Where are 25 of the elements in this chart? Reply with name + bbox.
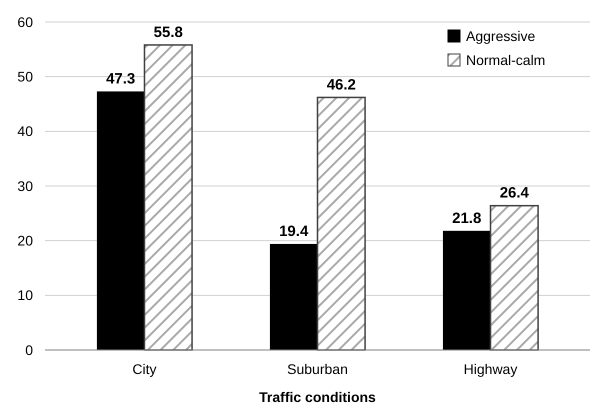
data-label: 47.3: [106, 70, 136, 88]
bar: [316, 96, 366, 351]
x-tick-label: City: [132, 361, 157, 377]
y-tick-label: 10: [17, 287, 34, 304]
y-tick-label: 30: [17, 178, 34, 194]
bar: [490, 204, 539, 351]
x-axis-title: Traffic conditions: [259, 389, 376, 405]
bar: [144, 44, 193, 351]
bar: [442, 230, 491, 350]
data-label: 26.4: [500, 184, 530, 202]
x-tick-label: Highway: [464, 361, 518, 377]
y-tick-label: 20: [17, 232, 34, 249]
y-tick-label: 0: [25, 342, 34, 358]
legend-label: Normal-calm: [466, 52, 546, 68]
bar: [270, 244, 318, 350]
data-label: 21.8: [452, 210, 482, 227]
x-tick-label: Suburban: [287, 361, 348, 377]
y-tick-label: 60: [17, 14, 34, 30]
y-tick-label: 50: [17, 68, 34, 85]
data-label: 19.4: [279, 222, 309, 240]
bar: [96, 91, 144, 350]
data-label: 46.2: [326, 76, 356, 94]
legend-label: Aggressive: [466, 28, 536, 44]
data-label: 55.8: [154, 24, 183, 41]
y-tick-label: 40: [17, 123, 34, 140]
